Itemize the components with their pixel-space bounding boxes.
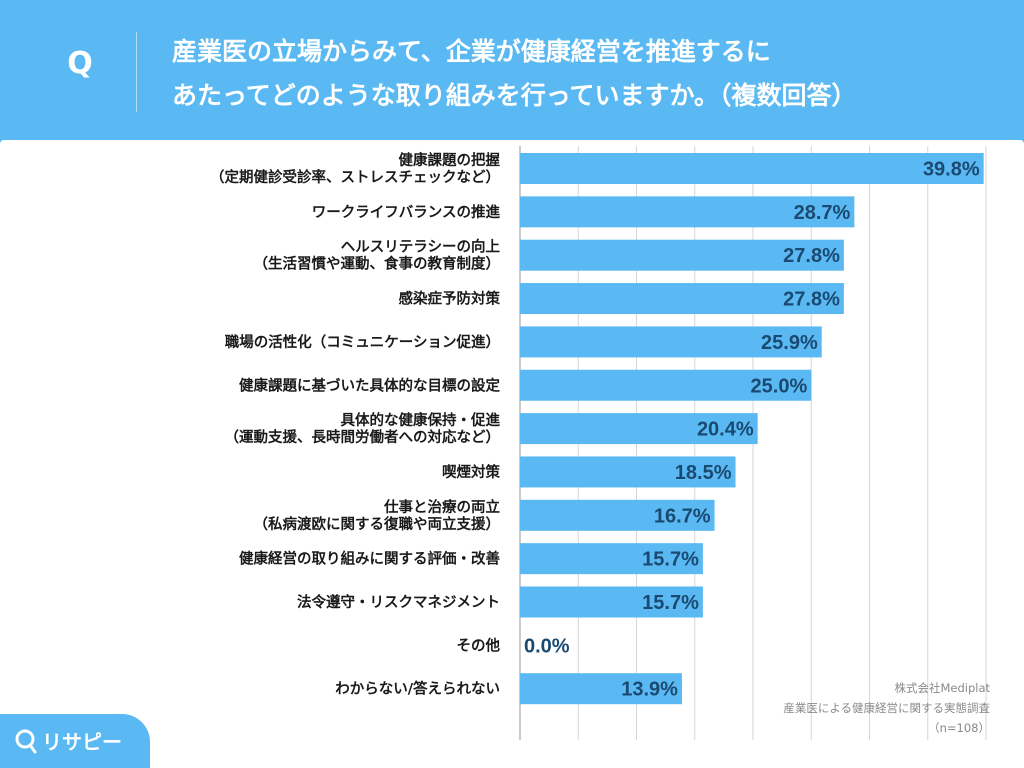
value-label: 39.8% (923, 159, 980, 181)
chart-panel: 健康課題の把握（定期健診受診率、ストレスチェックなど） 39.8% ワークライフバラ… (0, 140, 1024, 768)
bar (520, 543, 703, 575)
value-label: 20.4% (697, 419, 754, 441)
category-label-line: ヘルスリテラシーの向上 (341, 238, 501, 256)
category-label: その他 (457, 636, 501, 654)
value-label: 13.9% (621, 679, 678, 701)
bar (520, 456, 736, 488)
category-label: 仕事と治療の両立（私病渡欧に関する復職や両立支援） (254, 498, 501, 533)
category-label-line: その他 (457, 636, 501, 654)
category-label-line: 感染症予防対策 (399, 290, 501, 308)
bar-chart: 健康課題の把握（定期健診受診率、ストレスチェックなど） 39.8% ワークライフバラ… (210, 146, 987, 740)
source-company: 株式会社Mediplat (894, 681, 990, 695)
category-label-line: （運動支援、長時間労働者への対応など） (225, 428, 501, 446)
category-label-line: 健康経営の取り組みに関する評価・改善 (239, 550, 500, 568)
value-label: 15.7% (642, 549, 699, 571)
category-label: ヘルスリテラシーの向上（生活習慣や運動、食事の教育制度） (254, 238, 501, 273)
source-sample: （n=108） (928, 721, 990, 735)
question-line-2: あたってどのような取り組みを行っていますか。（複数回答） (172, 81, 857, 110)
category-label-line: わからない/答えられない (335, 680, 500, 698)
bar (520, 239, 844, 271)
value-label: 15.7% (642, 592, 699, 614)
category-label: 感染症予防対策 (399, 290, 501, 308)
bar (520, 673, 682, 705)
bar (520, 413, 758, 445)
header-divider (136, 32, 137, 112)
category-label-line: （生活習慣や運動、食事の教育制度） (254, 255, 501, 273)
category-label-line: 健康課題の把握 (399, 151, 501, 169)
bar (520, 326, 822, 358)
category-label: 職場の活性化（コミュニケーション促進） (225, 333, 500, 351)
value-label: 16.7% (654, 505, 711, 527)
category-label: 健康課題に基づいた具体的な目標の設定 (239, 376, 500, 394)
bar (520, 369, 812, 401)
question-title: 産業医の立場からみて、企業が健康経営を推進するに あたってどのような取り組みを行… (172, 30, 1012, 118)
category-label: 健康経営の取り組みに関する評価・改善 (239, 550, 500, 568)
category-label-line: 喫煙対策 (442, 463, 500, 481)
category-label: 健康課題の把握（定期健診受診率、ストレスチェックなど） (210, 151, 500, 186)
bar (520, 196, 855, 228)
category-label-line: （定期健診受診率、ストレスチェックなど） (210, 168, 500, 186)
header: Q 産業医の立場からみて、企業が健康経営を推進するに あたってどのような取り組み… (0, 0, 1024, 140)
value-label: 25.9% (761, 332, 818, 354)
question-line-1: 産業医の立場からみて、企業が健康経営を推進するに (172, 37, 771, 66)
bar (520, 499, 715, 531)
value-label: 27.8% (783, 289, 840, 311)
question-badge: Q (67, 46, 93, 81)
category-label: 法令遵守・リスクマネジメント (297, 593, 500, 611)
source-survey: 産業医による健康経営に関する実態調査 (783, 701, 990, 715)
category-label: 喫煙対策 (442, 463, 500, 481)
category-label-line: 法令遵守・リスクマネジメント (297, 593, 500, 611)
category-label: ワークライフバランスの推進 (312, 203, 501, 221)
bar (520, 586, 703, 618)
category-label-line: 仕事と治療の両立 (383, 498, 500, 516)
category-label-line: 職場の活性化（コミュニケーション促進） (225, 333, 500, 351)
category-label-line: 健康課題に基づいた具体的な目標の設定 (239, 376, 500, 394)
category-label: わからない/答えられない (335, 680, 500, 698)
category-label-line: （私病渡欧に関する復職や両立支援） (254, 515, 501, 533)
category-label: 具体的な健康保持・促進（運動支援、長時間労働者への対応など） (225, 411, 501, 446)
brand-logo-text: リサピー (42, 730, 122, 754)
category-label-line: ワークライフバランスの推進 (312, 203, 501, 221)
bar (520, 283, 844, 315)
bar (520, 153, 984, 184)
location-pin-icon (15, 729, 37, 754)
brand-logo: リサピー (0, 714, 150, 768)
value-label: 27.8% (783, 245, 840, 267)
source-note: 株式会社Mediplat 産業医による健康経営に関する実態調査 （n=108） (783, 678, 990, 738)
category-label-line: 具体的な健康保持・促進 (341, 411, 501, 429)
value-label: 25.0% (751, 375, 808, 397)
value-label: 28.7% (794, 202, 851, 224)
value-label: 0.0% (524, 635, 570, 657)
value-label: 18.5% (675, 462, 732, 484)
